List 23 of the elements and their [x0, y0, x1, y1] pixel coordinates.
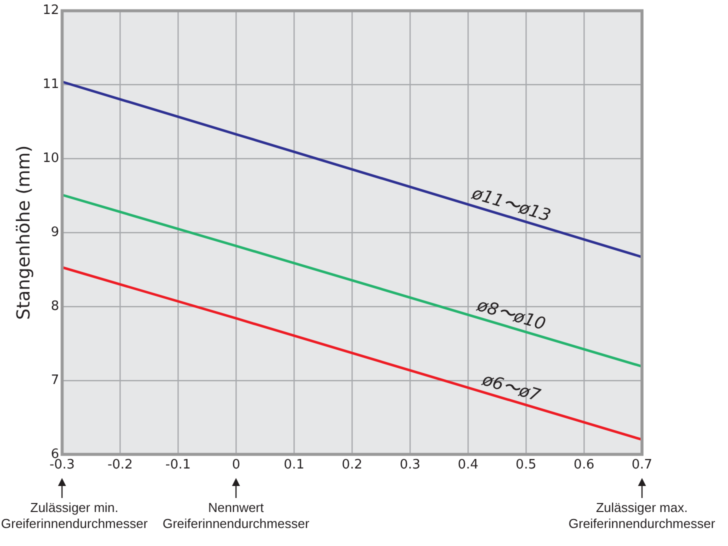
text: Zulässiger max. Greiferinnendurchmesser: [568, 500, 716, 532]
y-tick-label: 11: [42, 77, 60, 92]
y-tick-label: 12: [42, 3, 60, 18]
x-tick-label: 0.6: [574, 458, 594, 473]
x-tick-label: 0.7: [632, 458, 652, 473]
x-tick-label: 0.3: [400, 458, 420, 473]
x-tick-label: 0.1: [284, 458, 304, 473]
x-tick-label: 0.4: [458, 458, 478, 473]
x-tick-label: 0.2: [342, 458, 362, 473]
y-axis-title: Stangenhöhe (mm): [13, 145, 34, 320]
y-tick-label: 8: [50, 298, 60, 314]
y-tick-label: 7: [50, 372, 60, 388]
x-tick-label: 0: [232, 458, 240, 473]
text: Nennwert Greiferinnendurchmesser: [162, 500, 310, 532]
text: Zulässiger min. Greiferinnendurchmesser: [1, 500, 148, 532]
text: ø11〜ø13: [468, 183, 553, 226]
x-tick-label: -0.1: [165, 458, 191, 473]
text: ø6〜ø7: [478, 370, 543, 406]
x-tick-label: 0.5: [516, 458, 536, 473]
y-tick-label: 10: [42, 151, 60, 166]
y-tick-label: 9: [50, 224, 60, 240]
x-tick-label: -0.2: [107, 458, 133, 473]
text: ø8〜ø10: [474, 295, 548, 335]
